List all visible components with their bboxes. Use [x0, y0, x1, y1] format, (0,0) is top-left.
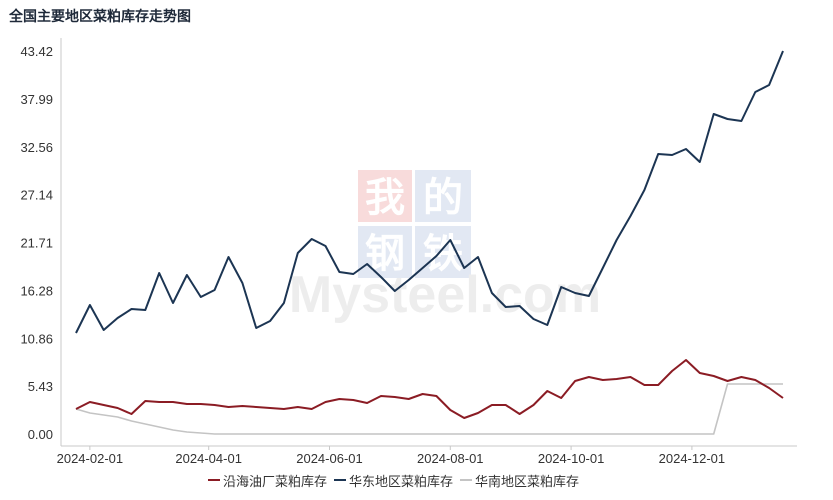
watermark: 我 的 钢 铁 Mysteel.com: [289, 170, 601, 324]
legend-item-coastal[interactable]: 沿海油厂菜粕库存: [208, 471, 327, 490]
y-tick-label: 16.28: [20, 283, 53, 298]
series-lines: [75, 50, 784, 435]
x-tick-label: 2024-02-01: [57, 451, 124, 466]
y-tick-label: 37.99: [20, 92, 53, 107]
line-coastal-oil-mills: [75, 359, 784, 419]
legend-swatch-coastal: [208, 479, 220, 481]
watermark-char-2: 的: [423, 175, 463, 221]
y-tick-label: 0.00: [28, 427, 53, 442]
y-tick-label: 21.71: [20, 236, 53, 251]
legend-label-south-china: 华南地区菜粕库存: [475, 474, 580, 490]
chart-title: 全国主要地区菜粕库存走势图: [9, 9, 191, 25]
line-east-china: [75, 50, 784, 334]
legend: 沿海油厂菜粕库存 华东地区菜粕库存 华南地区菜粕库存: [208, 470, 586, 490]
y-tick-label: 27.14: [20, 188, 53, 203]
legend-swatch-east-china: [334, 479, 347, 481]
legend-swatch-south-china: [460, 479, 473, 481]
x-tick-label: 2024-10-01: [538, 451, 605, 466]
line-south-china: [75, 383, 783, 435]
y-tick-label: 10.86: [20, 331, 53, 346]
legend-item-south-china[interactable]: 华南地区菜粕库存: [460, 471, 579, 490]
watermark-char-1: 我: [365, 175, 405, 221]
y-tick-label: 43.42: [20, 44, 53, 59]
legend-label-east-china: 华东地区菜粕库存: [349, 474, 454, 490]
legend-item-east-china[interactable]: 华东地区菜粕库存: [334, 471, 453, 490]
y-tick-label: 5.43: [28, 379, 53, 394]
x-tick-label: 2024-04-01: [175, 451, 242, 466]
x-tick-label: 2024-08-01: [417, 451, 484, 466]
x-tick-label: 2024-06-01: [296, 451, 363, 466]
y-axis-ticks: 43.42 37.99 32.56 27.14 21.71 16.28 10.86 5.43 0…: [20, 44, 53, 442]
watermark-text: Mysteel.com: [289, 266, 601, 324]
x-tick-label: 2024-12-01: [659, 451, 726, 466]
x-axis-ticks: 2024-02-01 2024-04-01 2024-06-01 2024-08-01…: [57, 446, 726, 466]
y-tick-label: 32.56: [20, 140, 53, 155]
legend-label-coastal: 沿海油厂菜粕库存: [223, 474, 328, 490]
